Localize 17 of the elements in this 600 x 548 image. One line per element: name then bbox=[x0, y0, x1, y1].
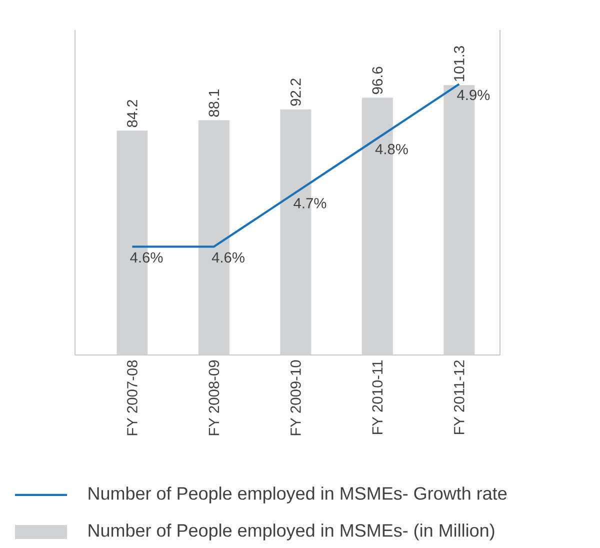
x-tick-label: FY 2008-09 bbox=[208, 360, 220, 436]
data-label: 4.9% bbox=[457, 90, 490, 100]
legend-label: Number of People employed in MSMEs- Growth rate bbox=[88, 486, 507, 504]
data-label: 92.2 bbox=[290, 78, 301, 106]
data-label: 4.6% bbox=[130, 252, 163, 263]
x-tick-label: FY 2009-10 bbox=[290, 360, 301, 436]
data-label: 4.8% bbox=[375, 144, 408, 154]
data-label: 101.3 bbox=[454, 46, 464, 82]
x-tick-label: FY 2007-08 bbox=[127, 360, 138, 436]
data-label: 96.6 bbox=[372, 66, 383, 94]
data-label: 84.2 bbox=[127, 100, 138, 128]
data-label: 4.6% bbox=[212, 252, 244, 263]
legend-label: Number of People employed in MSMEs- (in Million) bbox=[88, 524, 494, 540]
x-tick-label: FY 2011-12 bbox=[454, 360, 464, 434]
data-label: 4.7% bbox=[294, 198, 326, 208]
data-label: 88.1 bbox=[208, 90, 220, 117]
x-tick-label: FY 2010-11 bbox=[372, 360, 383, 434]
